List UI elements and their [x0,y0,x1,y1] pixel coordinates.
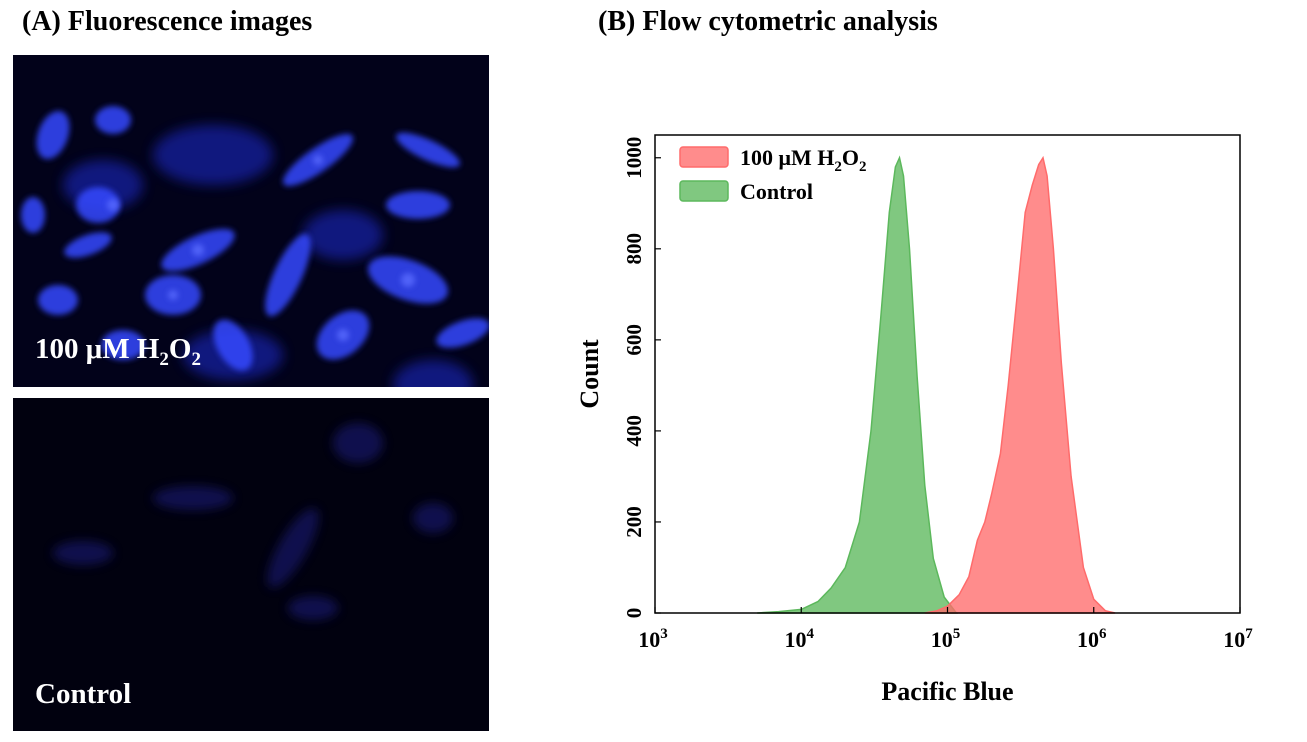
flow-cytometry-chart: 103 104 105 106 107 0 200 400 600 800 1000 100 μM… [575,134,1253,706]
panel-a-title: (A) Fluorescence images [22,6,313,37]
plot-frame [654,134,1241,614]
x-axis-title: Pacific Blue [881,677,1013,706]
histogram-control [757,155,958,614]
legend-label: Control [740,179,813,204]
fluorescence-label-control: Control [35,678,132,710]
x-tick-label: 106 [1077,626,1107,652]
legend-swatch [679,146,729,168]
y-tick-label: 600 [622,324,646,356]
x-tick-label: 104 [785,626,815,652]
y-tick-label: 400 [622,415,646,447]
legend-swatch [679,180,729,202]
fluorescence-image-control: Control [13,398,489,731]
y-tick-label: 200 [622,506,646,538]
histogram-h2o2 [924,155,1116,614]
fluorescence-label-treated: 100 μM H2O2 [35,333,201,370]
legend-label: 100 μM H2O2 [740,145,866,175]
x-tick-label: 103 [638,626,668,652]
y-axis-title: Count [575,339,604,409]
panel-b-title: (B) Flow cytometric analysis [598,6,938,37]
y-tick-label: 0 [622,608,646,619]
y-tick-label: 800 [622,233,646,264]
x-tick-label: 107 [1223,626,1253,652]
chart-legend: 100 μM H2O2 Control [679,145,866,204]
x-tick-label: 105 [931,626,961,652]
y-tick-label: 1000 [622,137,646,179]
fluorescence-image-treated: 100 μM H2O2 [13,55,489,387]
